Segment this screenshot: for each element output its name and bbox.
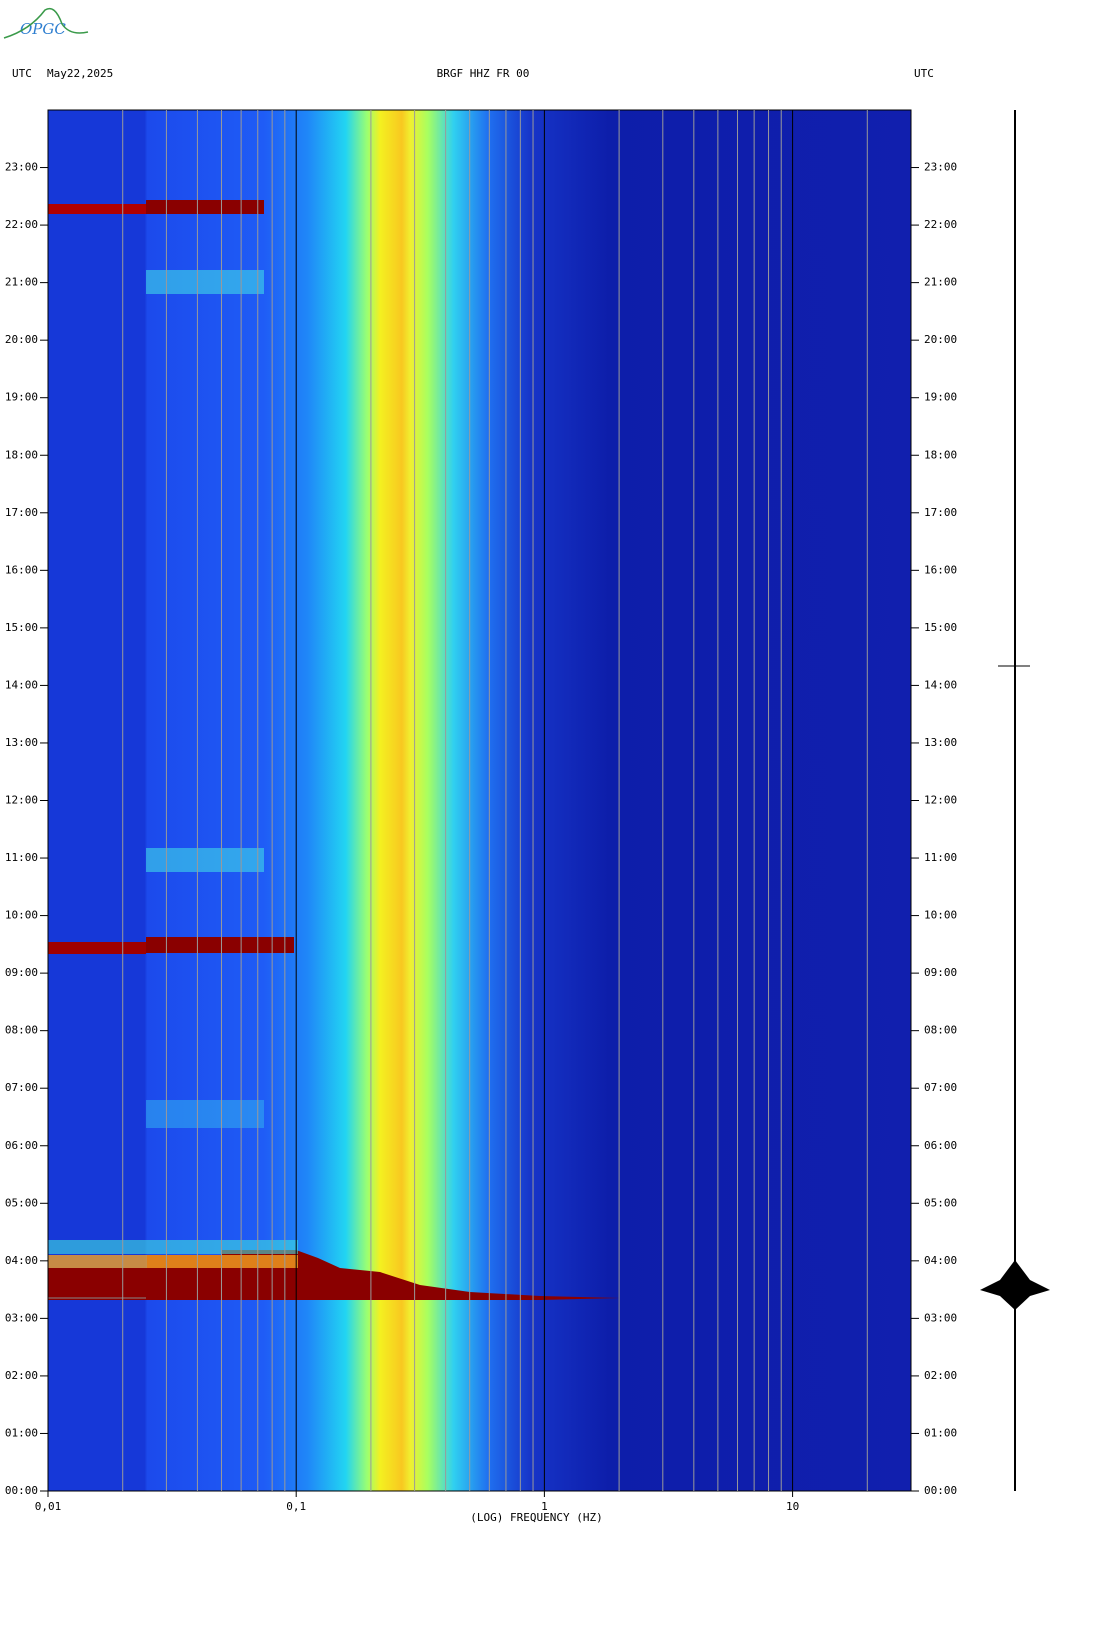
event-band <box>48 942 146 954</box>
logo-curve <box>3 7 89 39</box>
y-tick-label: 23:00 <box>5 161 38 174</box>
y-tick-label: 09:00 <box>924 966 957 979</box>
header-date: May22,2025 <box>47 67 113 80</box>
y-tick-label: 15:00 <box>924 621 957 634</box>
y-tick-label: 17:00 <box>5 506 38 519</box>
x-tick-label: 0,1 <box>286 1500 306 1513</box>
y-tick-label: 12:00 <box>924 794 957 807</box>
y-tick-label: 06:00 <box>924 1139 957 1152</box>
chart-title: BRGF HHZ FR 00 <box>437 67 530 80</box>
y-tick-label: 08:00 <box>924 1024 957 1037</box>
y-tick-label: 23:00 <box>924 161 957 174</box>
y-tick-label: 22:00 <box>924 218 957 231</box>
y-tick-label: 00:00 <box>924 1484 957 1497</box>
y-tick-label: 03:00 <box>924 1311 957 1324</box>
y-tick-label: 19:00 <box>924 391 957 404</box>
y-tick-label: 04:00 <box>924 1254 957 1267</box>
y-tick-label: 12:00 <box>5 794 38 807</box>
seismogram <box>980 110 1050 1491</box>
y-tick-label: 17:00 <box>924 506 957 519</box>
y-tick-label: 07:00 <box>5 1081 38 1094</box>
event-band <box>146 200 264 214</box>
y-tick-label: 20:00 <box>5 333 38 346</box>
y-tick-label: 03:00 <box>5 1311 38 1324</box>
event-band <box>146 937 294 953</box>
y-tick-label: 18:00 <box>924 448 957 461</box>
event-band <box>48 204 146 214</box>
header-zone: UTC <box>12 67 32 80</box>
y-tick-label: 14:00 <box>5 678 38 691</box>
y-tick-label: 10:00 <box>924 909 957 922</box>
y-tick-label: 22:00 <box>5 218 38 231</box>
y-tick-label: 00:00 <box>5 1484 38 1497</box>
y-tick-label: 04:00 <box>5 1254 38 1267</box>
y-tick-label: 11:00 <box>924 851 957 864</box>
y-tick-label: 19:00 <box>5 391 38 404</box>
y-tick-label: 07:00 <box>924 1081 957 1094</box>
x-axis-label: (LOG) FREQUENCY (HZ) <box>470 1511 602 1524</box>
y-tick-label: 02:00 <box>924 1369 957 1382</box>
event-band <box>146 270 264 294</box>
y-tick-label: 20:00 <box>924 333 957 346</box>
events <box>48 200 620 1300</box>
quake-halo <box>48 1255 298 1268</box>
y-tick-label: 13:00 <box>5 736 38 749</box>
trace-burst <box>980 1260 1050 1310</box>
y-tick-label: 21:00 <box>924 276 957 289</box>
quake-halo <box>48 1240 298 1254</box>
event-band <box>146 1100 264 1128</box>
y-tick-label: 13:00 <box>924 736 957 749</box>
header-zone: UTC <box>914 67 934 80</box>
y-tick-label: 06:00 <box>5 1139 38 1152</box>
y-tick-label: 18:00 <box>5 448 38 461</box>
y-tick-label: 21:00 <box>5 276 38 289</box>
x-tick-label: 10 <box>786 1500 799 1513</box>
logo: OPGC <box>20 20 66 38</box>
x-tick-label: 0,01 <box>35 1500 62 1513</box>
event-band <box>146 848 264 872</box>
y-tick-label: 16:00 <box>5 563 38 576</box>
y-tick-label: 11:00 <box>5 851 38 864</box>
y-tick-label: 08:00 <box>5 1024 38 1037</box>
y-tick-label: 16:00 <box>924 563 957 576</box>
y-tick-label: 01:00 <box>5 1426 38 1439</box>
y-tick-label: 01:00 <box>924 1426 957 1439</box>
y-tick-label: 05:00 <box>5 1196 38 1209</box>
y-tick-label: 02:00 <box>5 1369 38 1382</box>
y-tick-label: 14:00 <box>924 678 957 691</box>
x-tick-label: 1 <box>541 1500 548 1513</box>
y-tick-label: 09:00 <box>5 966 38 979</box>
y-tick-label: 10:00 <box>5 909 38 922</box>
y-tick-label: 05:00 <box>924 1196 957 1209</box>
y-tick-label: 15:00 <box>5 621 38 634</box>
